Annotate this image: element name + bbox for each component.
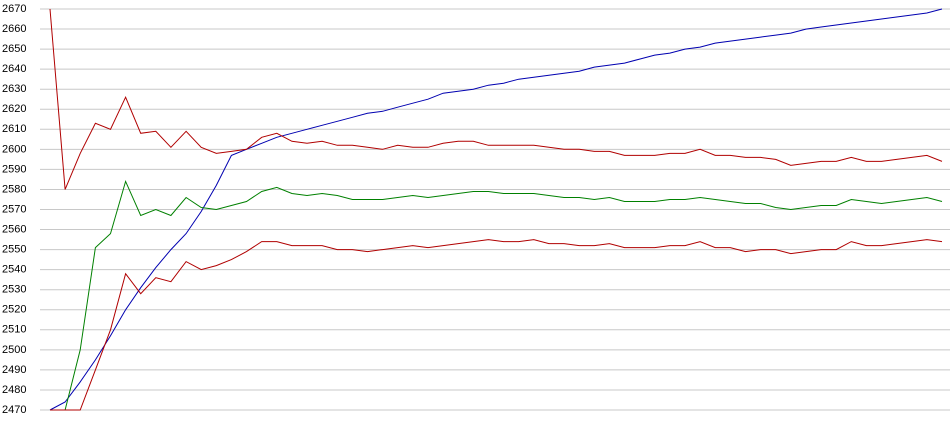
line-series xyxy=(49,8,943,190)
y-tick-label: 2550 xyxy=(2,244,26,256)
y-tick-label: 2630 xyxy=(2,83,26,95)
y-tick-label: 2670 xyxy=(2,3,26,15)
y-tick-label: 2530 xyxy=(2,284,26,296)
y-tick-label: 2500 xyxy=(2,344,26,356)
y-tick-label: 2610 xyxy=(2,123,26,135)
y-tick-label: 2520 xyxy=(2,304,26,316)
line-series xyxy=(50,179,943,411)
y-tick-label: 2490 xyxy=(2,364,26,376)
y-tick-label: 2510 xyxy=(2,324,26,336)
line-series xyxy=(50,239,943,411)
y-tick-label: 2600 xyxy=(2,143,26,155)
y-tick-label: 2560 xyxy=(2,223,26,235)
y-tick-label: 2580 xyxy=(2,183,26,195)
y-tick-label: 2660 xyxy=(2,23,26,35)
y-tick-label: 2620 xyxy=(2,103,26,115)
y-tick-label: 2640 xyxy=(2,63,26,75)
y-tick-label: 2470 xyxy=(2,404,26,416)
y-tick-label: 2650 xyxy=(2,43,26,55)
y-tick-label: 2480 xyxy=(2,384,26,396)
y-tick-label: 2590 xyxy=(2,163,26,175)
y-tick-label: 2540 xyxy=(2,264,26,276)
y-tick-label: 2570 xyxy=(2,203,26,215)
line-series xyxy=(49,8,943,411)
